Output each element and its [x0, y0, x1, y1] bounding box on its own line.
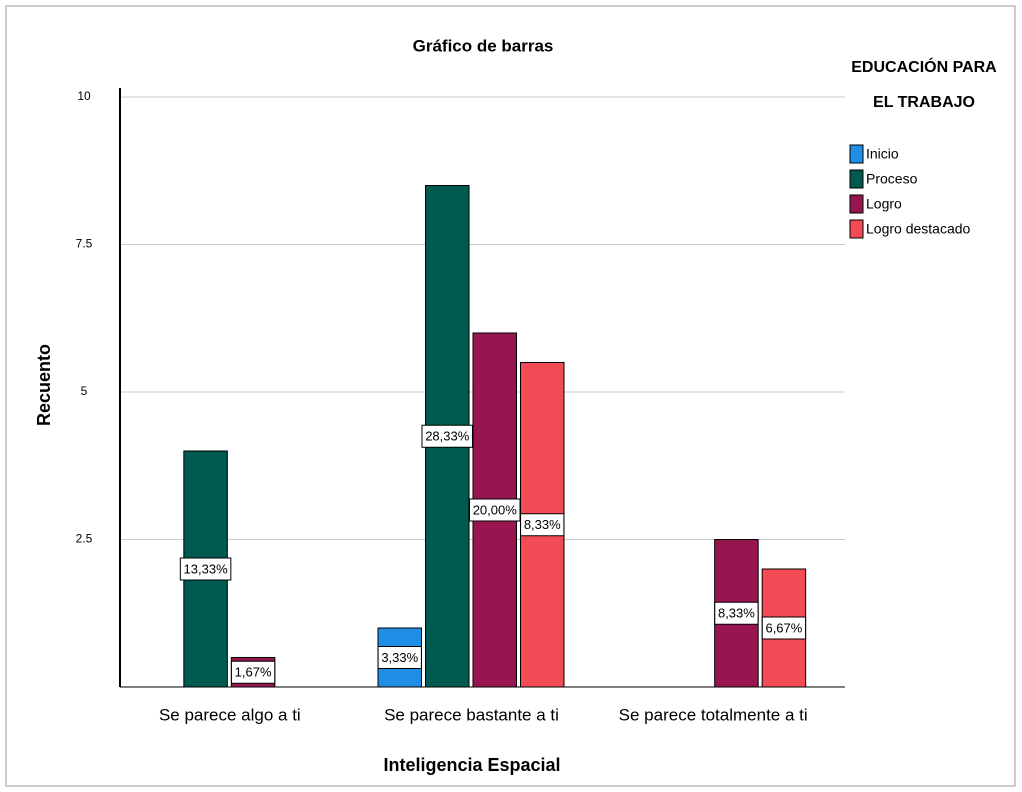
x-tick-label: Se parece algo a ti [159, 705, 301, 724]
y-tick-label: 10 [77, 89, 91, 103]
value-label: 3,33% [381, 650, 418, 665]
x-tick-label: Se parece totalmente a ti [619, 705, 808, 724]
value-label: 8,33% [718, 606, 755, 621]
value-label: 1,67% [235, 665, 272, 680]
y-axis-label: Recuento [34, 344, 54, 426]
value-label: 8,33% [524, 517, 561, 532]
y-tick-label: 5 [81, 384, 88, 398]
value-label-box [230, 660, 276, 684]
legend-swatch [849, 144, 864, 164]
chart-title: Gráfico de barras [413, 36, 554, 55]
legend-title: EL TRABAJO [873, 94, 975, 111]
x-axis-label: Inteligencia Espacial [383, 755, 560, 775]
legend-label: Inicio [866, 146, 899, 162]
legend-title: EDUCACIÓN PARA [851, 57, 997, 76]
value-label-box [377, 646, 422, 669]
y-tick-label: 2.5 [76, 532, 93, 546]
value-label-box [520, 513, 565, 537]
legend-swatch [849, 219, 864, 239]
value-label-box [714, 601, 759, 625]
value-label-box [761, 616, 807, 640]
legend-label: Logro destacado [866, 221, 971, 237]
value-label: 28,33% [425, 429, 470, 444]
value-label-box [179, 557, 232, 581]
legend-label: Proceso [866, 171, 918, 187]
value-label: 6,67% [765, 620, 802, 635]
value-label: 20,00% [473, 502, 518, 517]
value-label: 13,33% [184, 561, 229, 576]
legend-swatch [849, 169, 864, 189]
y-tick-label: 7.5 [76, 237, 93, 251]
legend-swatch [849, 194, 864, 214]
x-tick-label: Se parece bastante a ti [384, 705, 559, 724]
legend-label: Logro [866, 196, 902, 212]
